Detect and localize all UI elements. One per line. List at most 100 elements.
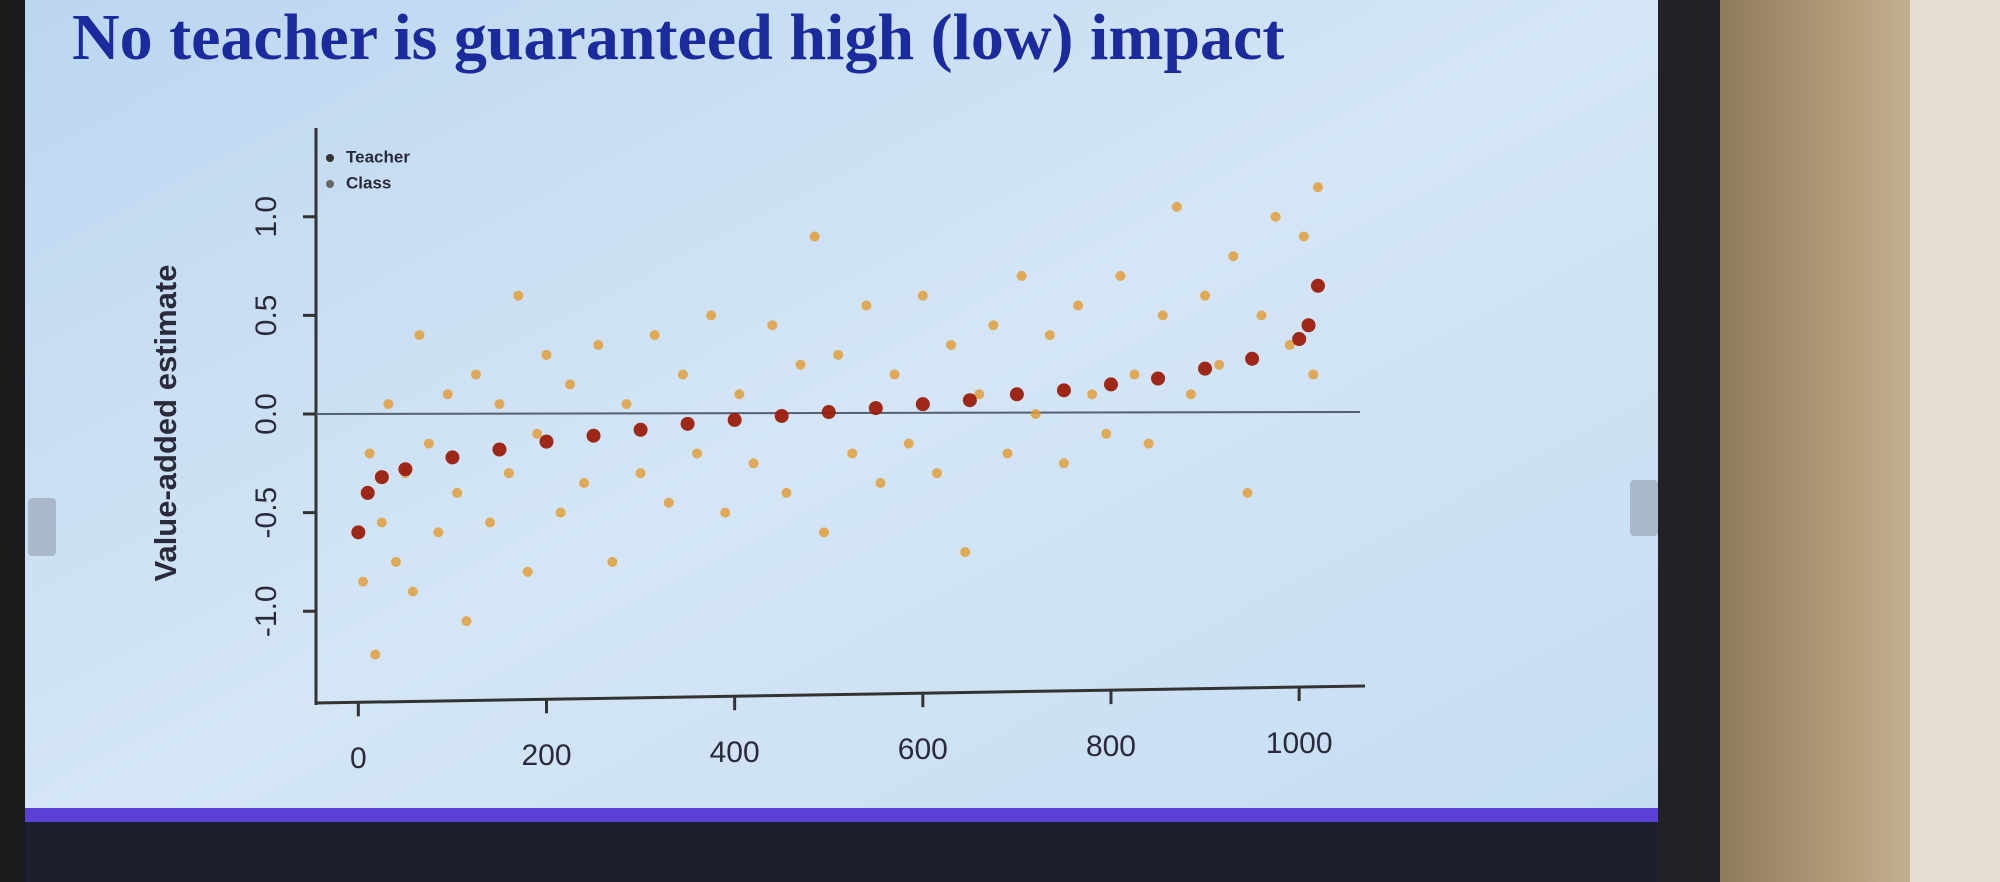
teacher-point [374, 470, 389, 485]
class-point [503, 468, 514, 479]
class-point [748, 458, 759, 469]
slide [25, 0, 1658, 845]
class-point [946, 339, 957, 350]
class-point [1185, 389, 1196, 400]
x-tick-label: 200 [521, 739, 571, 772]
class-point [833, 349, 844, 360]
x-axis [315, 684, 1366, 705]
y-axis-label: Value-added estimate [148, 264, 183, 581]
class-point [1002, 448, 1013, 459]
class-point [1143, 438, 1154, 449]
teacher-point [962, 393, 977, 408]
class-point [706, 310, 717, 321]
class-point [1073, 300, 1084, 311]
class-point [1016, 270, 1027, 281]
teacher-point [492, 442, 507, 457]
class-point [513, 290, 524, 301]
class-point [1044, 330, 1055, 341]
class-point [931, 468, 942, 479]
class-point [461, 616, 472, 627]
plot: -1.0 -0.5 0.0 0.5 1.0 0 200 400 600 800 1000 Teache… [250, 147, 1361, 775]
teacher-point [1198, 361, 1213, 376]
teacher-point [1310, 278, 1325, 293]
teacher-point [821, 405, 836, 420]
teacher-point [1301, 318, 1316, 333]
class-point [1115, 270, 1126, 281]
class-point [532, 428, 543, 439]
class-point [1030, 409, 1041, 419]
class-point [1284, 339, 1295, 350]
class-point [1298, 231, 1309, 242]
class-point [364, 448, 375, 459]
class-point [522, 566, 533, 577]
class-point [1157, 310, 1168, 321]
x-tick-label: 600 [898, 733, 948, 766]
class-point [861, 300, 872, 311]
bezel-bottom [25, 822, 1658, 882]
class-point [390, 556, 401, 567]
class-point [819, 527, 830, 538]
class-point [442, 389, 453, 400]
class-point [889, 369, 900, 380]
class-point [470, 369, 481, 380]
class-point [383, 399, 394, 410]
class-point [414, 330, 425, 341]
x-tick-label: 800 [1086, 730, 1136, 763]
class-point [809, 231, 820, 242]
class-point [555, 507, 566, 518]
class-point [795, 359, 806, 370]
class-point [663, 497, 674, 508]
teacher-point [1245, 351, 1260, 366]
class-point [1171, 201, 1182, 212]
nav-tab-left[interactable] [28, 498, 56, 556]
class-point [692, 448, 703, 459]
teacher-point [915, 397, 930, 412]
class-point [677, 369, 688, 380]
class-point [875, 478, 886, 489]
class-point [988, 320, 999, 331]
class-point [734, 389, 745, 400]
class-point [960, 547, 971, 558]
class-point [1101, 428, 1112, 439]
teacher-point [445, 450, 460, 465]
teacher-point [1292, 332, 1307, 347]
class-point [485, 517, 496, 528]
class-point [1270, 211, 1281, 222]
class-point [607, 556, 618, 567]
class-point [649, 330, 660, 341]
class-point [1242, 487, 1253, 498]
class-point [494, 399, 505, 410]
teacher-point [633, 422, 648, 437]
x-tick-label: 400 [710, 736, 760, 769]
class-point [847, 448, 858, 459]
y-tick-label: 1.0 [250, 196, 283, 238]
teacher-point [868, 401, 883, 416]
teacher-point [1056, 383, 1071, 398]
y-tick-label: -1.0 [250, 585, 283, 637]
x-tick-label: 0 [350, 742, 367, 775]
class-point [1308, 369, 1319, 380]
class-point [407, 586, 418, 597]
class-point [781, 487, 792, 498]
class-point [370, 649, 381, 660]
teacher-point [1151, 371, 1166, 386]
nav-tab-right[interactable] [1630, 480, 1658, 536]
teacher-point [586, 428, 601, 443]
monitor-bezel [1658, 0, 1720, 882]
class-point [1129, 369, 1140, 380]
class-point [767, 320, 778, 331]
class-point [376, 517, 387, 528]
legend-label: Class [346, 173, 391, 192]
teacher-point [351, 525, 366, 540]
teacher-point [398, 462, 413, 477]
class-point [1058, 458, 1069, 469]
class-point [1200, 290, 1211, 301]
class-point [358, 576, 369, 587]
y-tick-label: -0.5 [250, 487, 283, 539]
teacher-point [680, 416, 695, 431]
class-point [974, 389, 985, 400]
chart-title: No teacher is guaranteed high (low) impa… [72, 1, 1284, 74]
y-tick-label: 0.0 [250, 393, 283, 435]
window [1910, 0, 2000, 882]
